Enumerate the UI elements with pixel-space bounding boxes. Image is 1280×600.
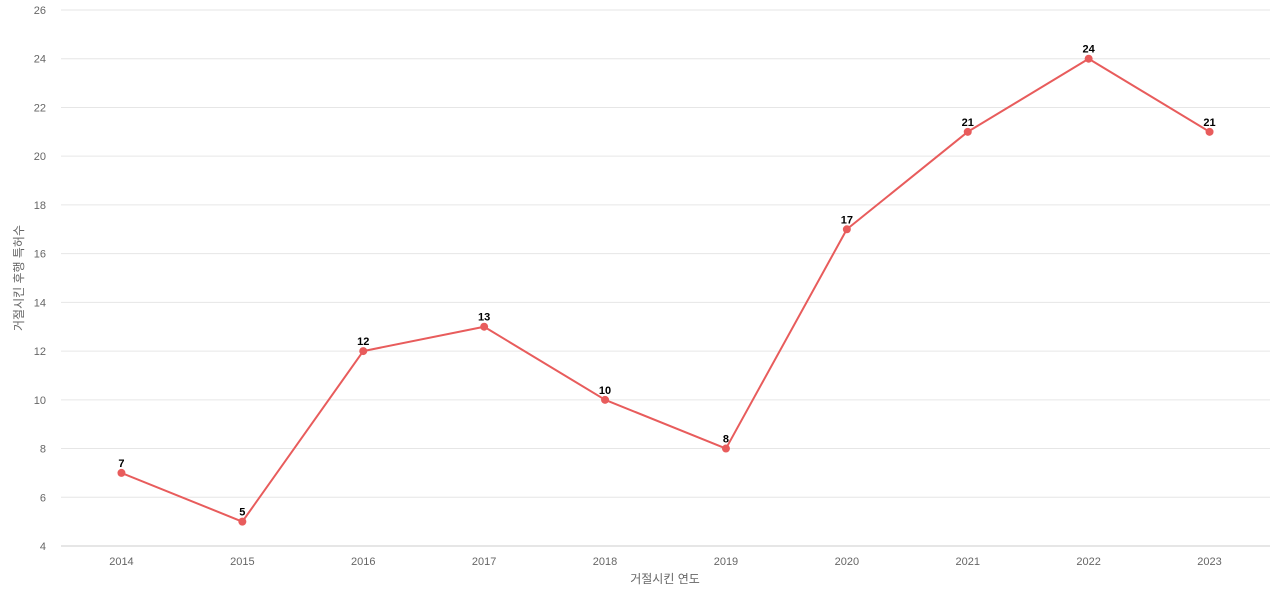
y-tick-label: 6 [40, 492, 46, 504]
data-label: 5 [239, 507, 245, 519]
data-label: 13 [478, 312, 490, 324]
data-label: 7 [118, 458, 124, 470]
y-axis-ticks: 4 6 8 10 12 14 16 18 20 22 24 26 [34, 5, 46, 553]
data-label: 12 [357, 336, 369, 348]
data-point [1205, 127, 1214, 136]
data-point [359, 347, 368, 356]
data-point [963, 127, 972, 136]
x-tick-label: 2022 [1076, 556, 1100, 568]
data-label: 21 [1203, 117, 1215, 129]
y-tick-label: 20 [34, 151, 46, 163]
series-line [121, 57, 1211, 523]
data-label: 21 [962, 117, 974, 129]
data-point [238, 517, 247, 526]
y-tick-label: 16 [34, 249, 46, 261]
x-tick-label: 2021 [956, 556, 980, 568]
x-tick-label: 2019 [714, 556, 738, 568]
data-point [601, 395, 610, 404]
x-axis-ticks: 2014 2015 2016 2017 2018 2019 2020 2021 2022 2023 [109, 556, 1222, 568]
y-tick-label: 26 [34, 5, 46, 17]
x-axis-title: 거절시킨 연도 [630, 572, 700, 586]
x-tick-label: 2023 [1197, 556, 1221, 568]
x-tick-label: 2017 [472, 556, 496, 568]
data-point [842, 225, 851, 234]
y-tick-label: 24 [34, 54, 46, 66]
x-tick-label: 2014 [109, 556, 133, 568]
data-point [480, 322, 489, 331]
y-tick-label: 12 [34, 346, 46, 358]
y-axis-title: 거절시킨 후행 특허수 [11, 225, 26, 331]
data-point [721, 444, 730, 453]
x-tick-label: 2015 [230, 556, 254, 568]
y-tick-label: 18 [34, 200, 46, 212]
y-tick-label: 4 [40, 541, 46, 553]
y-tick-label: 22 [34, 102, 46, 114]
series-layer [117, 54, 1214, 526]
data-label: 17 [841, 214, 853, 226]
y-tick-label: 8 [40, 444, 46, 456]
x-tick-label: 2016 [351, 556, 375, 568]
grid-lines [61, 9, 1270, 547]
data-label: 8 [723, 434, 729, 446]
data-labels: 7 5 12 13 10 8 17 21 24 21 [118, 44, 1215, 519]
data-label: 10 [599, 385, 611, 397]
x-tick-label: 2020 [835, 556, 859, 568]
y-tick-label: 10 [34, 395, 46, 407]
data-label: 24 [1083, 44, 1096, 56]
y-tick-label: 14 [34, 297, 46, 309]
data-point [1084, 54, 1093, 63]
x-tick-label: 2018 [593, 556, 617, 568]
data-point [117, 468, 126, 477]
